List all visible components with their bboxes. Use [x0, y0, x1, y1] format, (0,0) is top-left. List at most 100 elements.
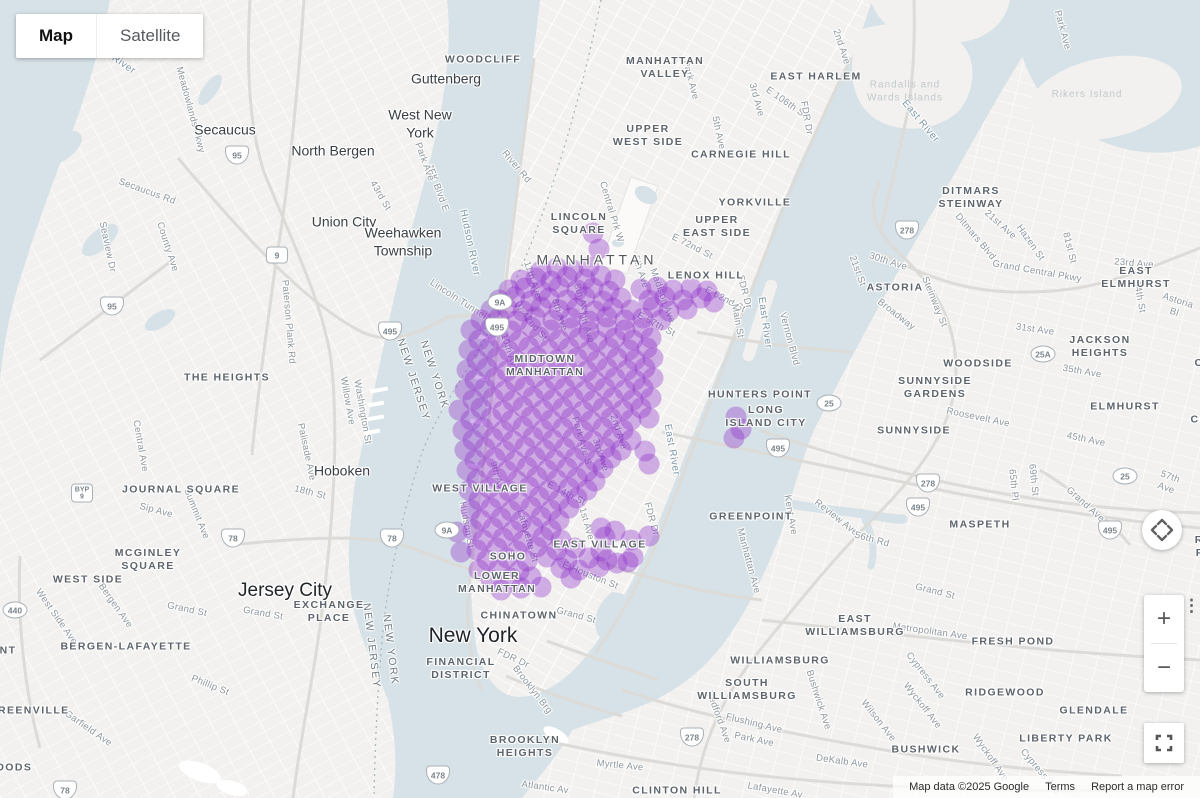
route-shield-495: 495 — [906, 497, 930, 517]
data-point-dot — [566, 467, 588, 489]
fullscreen-button[interactable] — [1144, 723, 1184, 763]
data-point-dot — [594, 437, 616, 459]
map-label-hood: BROOKLYN HEIGHTS — [489, 733, 561, 759]
data-point-dot — [484, 367, 506, 389]
data-point-dot — [574, 440, 596, 462]
data-point-dot — [464, 369, 486, 391]
data-point-dot — [554, 437, 576, 459]
route-shield-495: 495 — [378, 321, 402, 341]
route-shield-95: 95 — [100, 296, 124, 316]
data-point-dot — [730, 418, 752, 440]
data-point-dot — [640, 327, 662, 349]
data-point-dot — [578, 320, 600, 342]
data-point-dot — [472, 529, 494, 551]
data-point-dot — [492, 400, 514, 422]
data-point-dot — [606, 552, 628, 574]
data-point-dot — [490, 507, 512, 529]
data-point-dot — [723, 427, 745, 449]
data-point-dot — [466, 469, 488, 491]
data-point-dot — [590, 540, 612, 562]
data-point-dot — [472, 417, 494, 439]
data-point-dot — [600, 407, 622, 429]
data-point-dot — [566, 297, 588, 319]
data-point-dot — [480, 569, 502, 591]
route-shield-78: 78 — [380, 528, 404, 548]
data-point-dot — [514, 277, 536, 299]
report-map-error-link[interactable]: Report a map error — [1091, 781, 1184, 793]
data-point-dot — [574, 286, 596, 308]
data-point-dot — [634, 357, 656, 379]
map-label-hood: EXCHANGE PLACE — [293, 598, 365, 624]
map-label-city: Secaucus — [194, 121, 256, 138]
zoom-in-button[interactable]: + — [1156, 605, 1171, 632]
map-label-city: Hoboken — [313, 462, 371, 479]
terms-link[interactable]: Terms — [1045, 781, 1076, 793]
data-point-dot — [466, 349, 488, 371]
data-point-dot — [448, 399, 470, 421]
data-point-dot — [564, 537, 586, 559]
route-shield-478: 478 — [426, 765, 450, 785]
data-point-dot — [500, 500, 522, 522]
data-point-dot — [524, 446, 546, 468]
data-point-dot — [676, 298, 698, 320]
more-options-icon[interactable]: ⋮ — [1183, 596, 1200, 615]
data-point-dot — [632, 307, 654, 329]
map-label-hood: GLENDALE — [1059, 704, 1129, 717]
data-point-dot — [562, 387, 584, 409]
data-point-dot — [582, 390, 604, 412]
data-point-dot — [524, 306, 546, 328]
data-point-dot — [604, 327, 626, 349]
map-data-attribution: Map data ©2025 Google — [909, 781, 1030, 793]
pan-down-icon — [1156, 534, 1168, 542]
map-label-state: NEW YORK — [380, 613, 401, 687]
data-point-dot — [568, 559, 590, 581]
data-point-dot — [620, 409, 642, 431]
satellite-button[interactable]: Satellite — [96, 14, 203, 58]
data-point-dot — [512, 300, 534, 322]
data-point-dot — [525, 267, 547, 289]
map-label-hood: YORKVILLE — [718, 196, 792, 209]
data-point-dot — [454, 439, 476, 461]
pan-right-icon — [1166, 524, 1174, 536]
map-label-hood: BUSHWICK — [891, 743, 961, 756]
data-point-dot — [488, 557, 510, 579]
data-point-dot — [500, 567, 522, 589]
zoom-out-button[interactable]: − — [1156, 654, 1171, 681]
data-point-dot — [494, 380, 516, 402]
route-shield-440: 440 — [2, 601, 28, 619]
data-point-dot — [542, 309, 564, 331]
pan-control[interactable] — [1142, 510, 1182, 550]
data-point-dot — [622, 389, 644, 411]
data-point-dot — [520, 316, 542, 338]
data-point-dot — [530, 576, 552, 598]
route-shield-78: 78 — [53, 780, 77, 798]
data-point-dot — [612, 419, 634, 441]
data-point-dot — [556, 357, 578, 379]
data-point-dot — [538, 287, 560, 309]
map-label-hood: BERGEN-LAFAYETTE — [60, 640, 192, 653]
route-shield-25A: 25A — [1030, 345, 1056, 363]
data-point-dot — [624, 369, 646, 391]
data-point-dot — [462, 429, 484, 451]
map-label-city: Weehawken Township — [364, 224, 442, 259]
data-point-dot — [646, 276, 668, 298]
zoom-divider — [1151, 643, 1177, 644]
data-point-dot — [460, 409, 482, 431]
data-point-dot — [680, 277, 702, 299]
map-label-hood: EAST WILLIAMSBURG — [805, 612, 905, 638]
data-point-dot — [474, 437, 496, 459]
data-point-dot — [550, 557, 572, 579]
map-label-hood: NT — [0, 644, 17, 657]
data-point-dot — [526, 536, 548, 558]
map-label-hood: UPPER WEST SIDE — [612, 122, 684, 148]
data-point-dot — [510, 269, 532, 291]
data-point-dot — [590, 265, 612, 287]
map-button[interactable]: Map — [39, 26, 73, 45]
map-label-hood: MANHATTAN VALLEY — [625, 54, 705, 80]
data-point-dot — [576, 479, 598, 501]
data-point-dot — [560, 307, 582, 329]
data-point-dot — [456, 359, 478, 381]
data-point-dot — [566, 347, 588, 369]
data-point-dot — [620, 299, 642, 321]
